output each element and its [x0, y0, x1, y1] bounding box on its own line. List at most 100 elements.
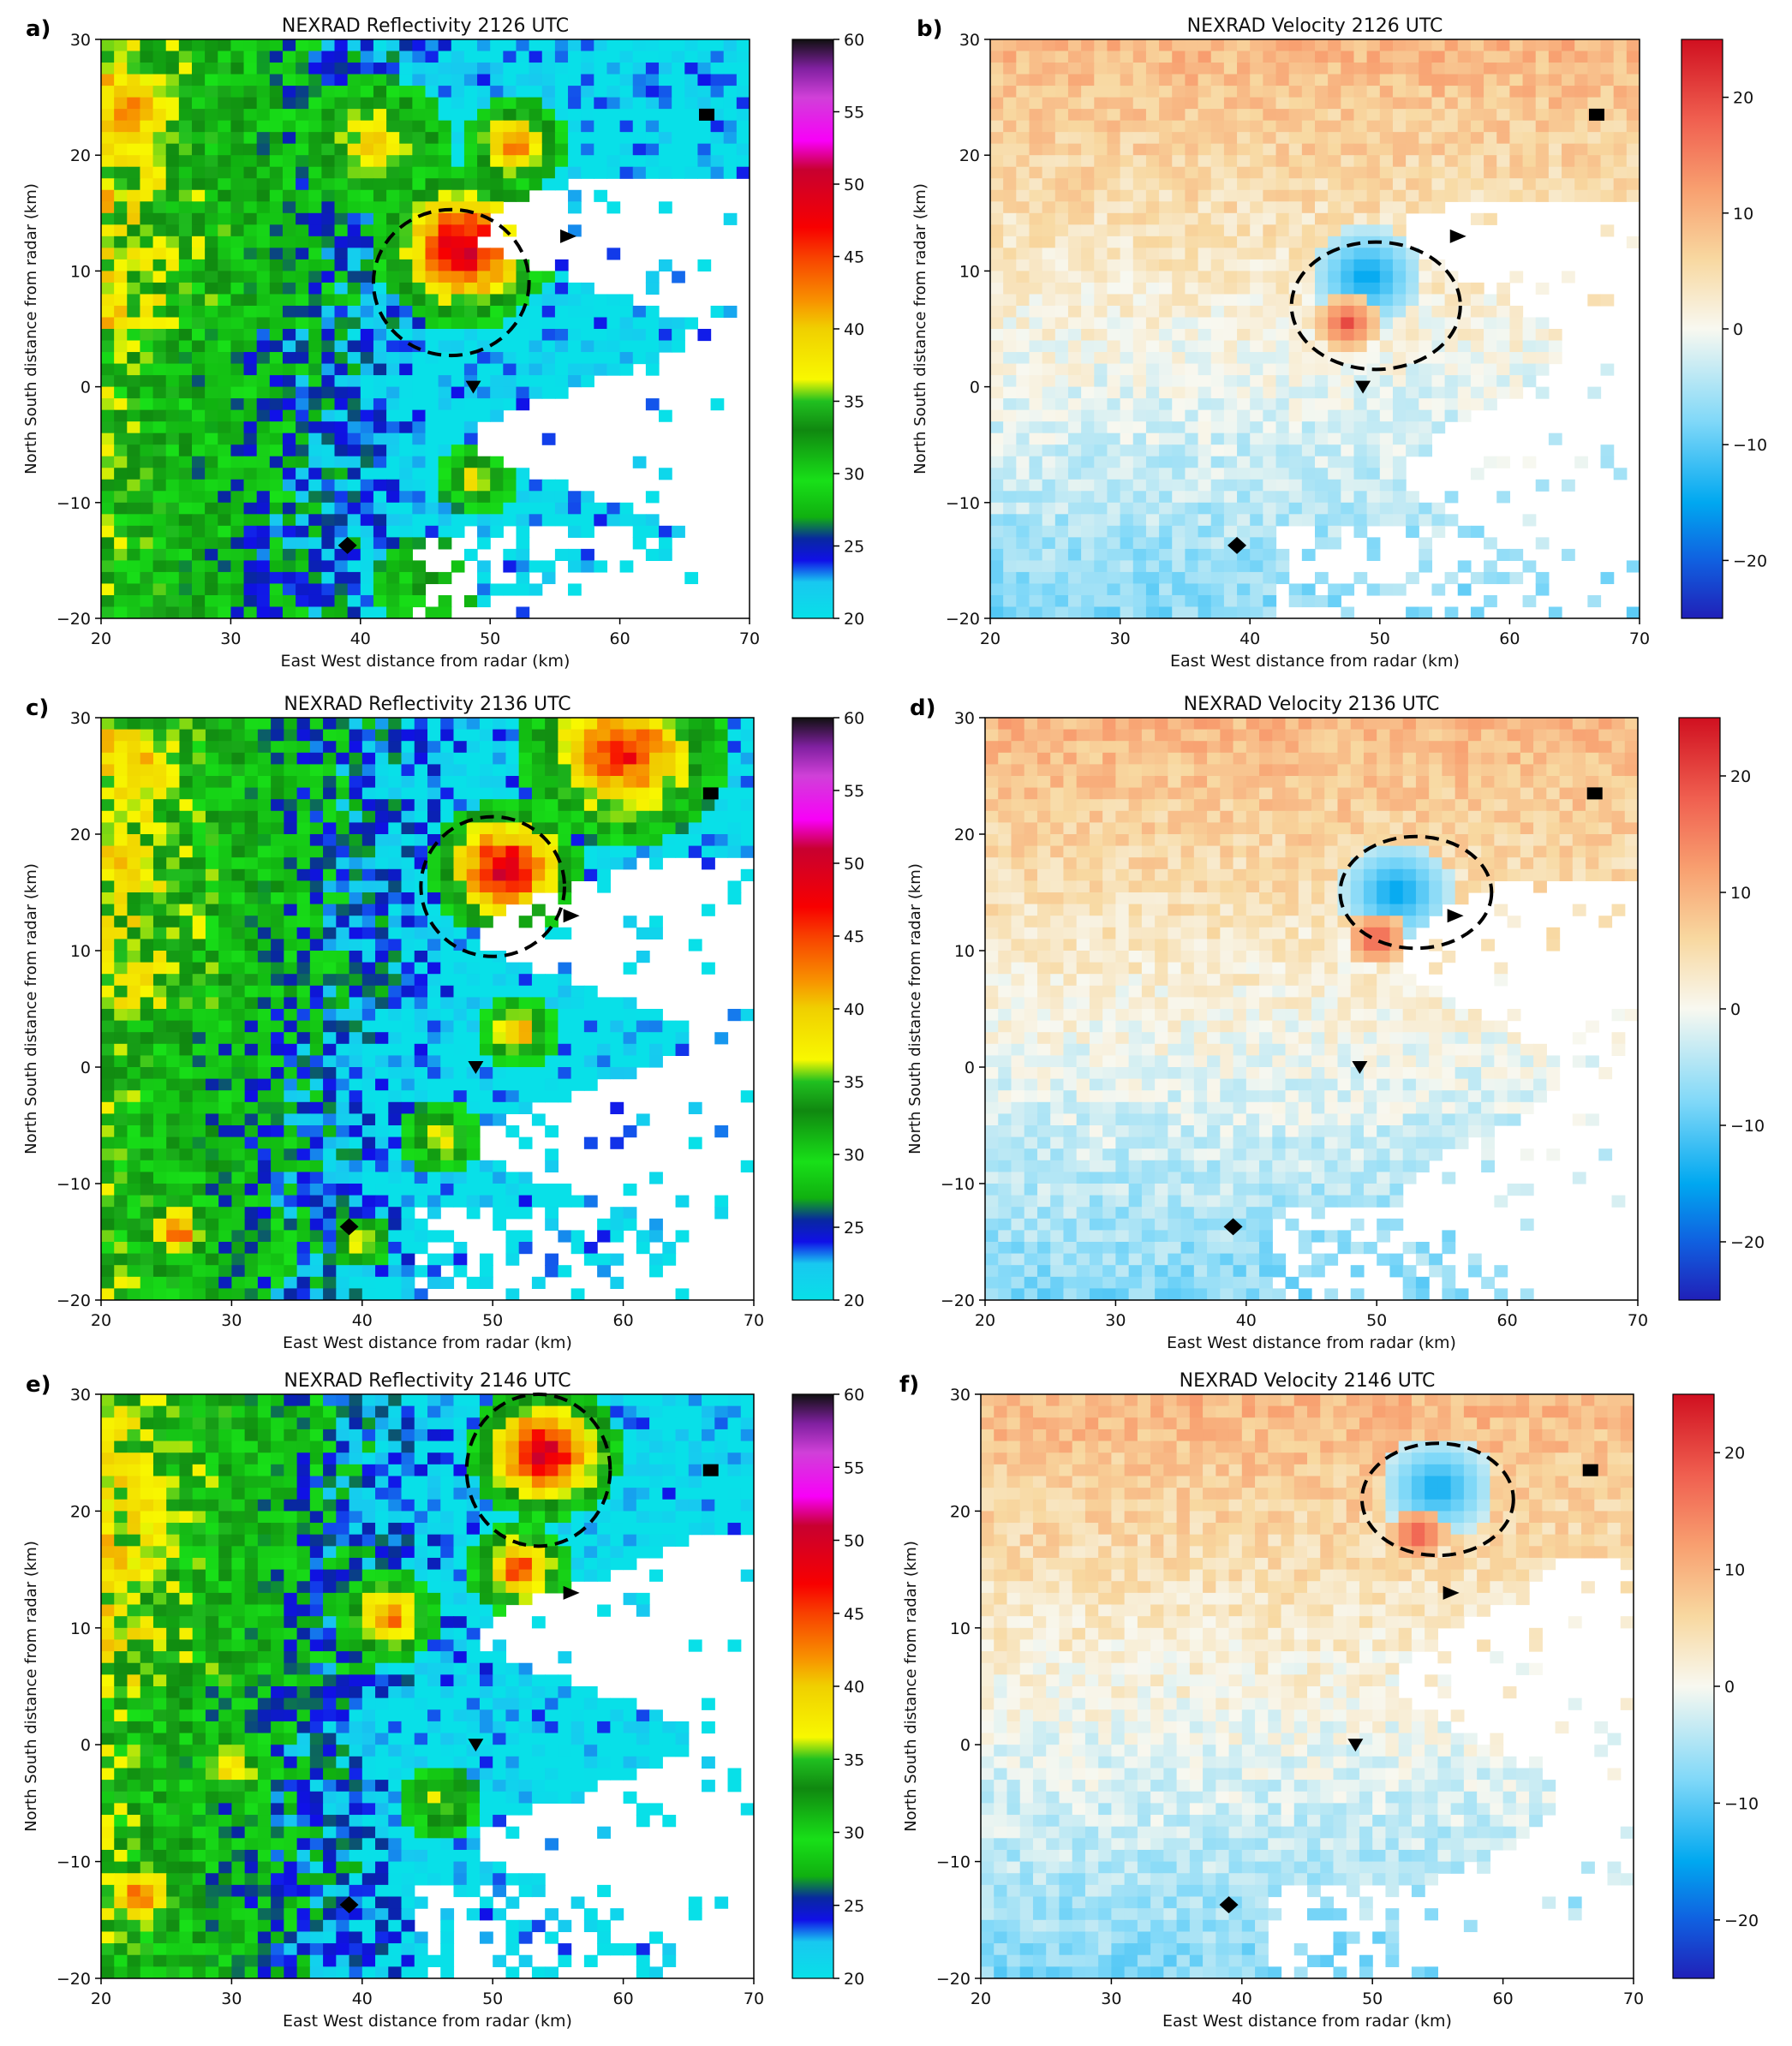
radar-cell: [518, 752, 533, 765]
radar-cell: [386, 432, 400, 445]
radar-cell: [1081, 502, 1095, 515]
radar-cell: [1315, 468, 1329, 480]
radar-cell: [101, 776, 115, 789]
radar-cell: [308, 86, 322, 98]
radar-cell: [1159, 294, 1173, 307]
radar-cell: [412, 594, 427, 608]
radar-cell: [662, 764, 677, 777]
radar-cell: [554, 363, 569, 376]
radar-cell: [218, 39, 231, 52]
radar-cell: [386, 329, 400, 342]
radar-cell: [1237, 271, 1251, 283]
radar-cell: [1042, 282, 1056, 295]
radar-cell: [597, 857, 611, 870]
radar-cell: [727, 892, 742, 905]
radar-cell: [477, 248, 491, 260]
radar-cell: [1431, 143, 1446, 156]
radar-cell: [727, 764, 742, 777]
radar-cell: [1132, 120, 1147, 133]
radar-cell: [1159, 317, 1173, 330]
radar-cell: [178, 456, 193, 468]
radar-cell: [269, 386, 284, 399]
radar-cell: [296, 444, 309, 457]
radar-cell: [282, 155, 296, 168]
radar-cell: [1132, 537, 1147, 550]
radar-cell: [205, 776, 219, 789]
radar-cell: [427, 729, 441, 742]
radar-cell: [271, 916, 284, 928]
radar-cell: [1406, 340, 1419, 353]
radar-cell: [140, 479, 154, 492]
radar-cell: [192, 939, 206, 951]
radar-cell: [702, 904, 715, 916]
radar-cell: [518, 729, 533, 742]
radar-cell: [619, 120, 634, 133]
radar-cell: [336, 974, 350, 987]
radar-cell: [645, 317, 660, 330]
radar-cell: [736, 166, 750, 179]
radar-cell: [659, 155, 672, 168]
radar-cell: [649, 810, 663, 823]
y-axis-label: North South distance from radar (km): [911, 183, 929, 474]
radar-cell: [296, 155, 309, 168]
radar-cell: [477, 305, 491, 319]
radar-cell: [1328, 537, 1341, 550]
radar-cell: [1431, 398, 1446, 411]
radar-cell: [645, 491, 660, 504]
radar-cell: [1366, 155, 1381, 168]
radar-cell: [308, 571, 322, 585]
radar-cell: [399, 39, 413, 52]
radar-cell: [375, 718, 389, 731]
radar-cell: [412, 224, 427, 237]
radar-cell: [505, 799, 520, 812]
radar-cell: [308, 525, 322, 538]
radar-cell: [1185, 525, 1199, 538]
radar-cell: [1107, 201, 1121, 214]
radar-cell: [1185, 294, 1199, 307]
radar-cell: [1509, 189, 1524, 202]
radar-cell: [463, 421, 478, 434]
radar-cell: [1470, 282, 1484, 295]
radar-cell: [1626, 606, 1640, 618]
radar-cell: [490, 282, 504, 295]
radar-cell: [558, 752, 572, 765]
radar-cell: [1406, 189, 1419, 202]
radar-cell: [114, 776, 128, 789]
radar-cell: [271, 752, 284, 765]
radar-cell: [205, 491, 218, 504]
radar-cell: [606, 340, 621, 353]
radar-cell: [1353, 143, 1368, 156]
radar-cell: [1132, 352, 1147, 365]
radar-cell: [740, 822, 754, 835]
radar-cell: [218, 236, 231, 248]
radar-cell: [1107, 189, 1121, 202]
radar-cell: [425, 201, 439, 214]
radar-cell: [321, 224, 336, 237]
radar-cell: [399, 491, 413, 504]
radar-cell: [1132, 259, 1147, 271]
radar-cell: [990, 491, 1004, 504]
radar-cell: [697, 74, 712, 86]
radar-cell: [152, 317, 167, 330]
radar-cell: [1522, 109, 1537, 122]
radar-cell: [1250, 248, 1263, 260]
radar-cell: [1328, 502, 1341, 515]
radar-cell: [412, 178, 427, 191]
radar-cell: [191, 398, 206, 411]
radar-cell: [1198, 514, 1212, 527]
radar-cell: [1094, 525, 1108, 538]
radar-cell: [463, 329, 478, 342]
radar-cell: [477, 594, 491, 608]
radar-cell: [1548, 155, 1562, 168]
radar-cell: [230, 86, 245, 98]
radar-cell: [740, 741, 754, 754]
radar-cell: [493, 962, 507, 975]
radar-cell: [425, 51, 439, 63]
radar-cell: [269, 548, 284, 561]
radar-cell: [361, 904, 376, 916]
radar-cell: [1132, 212, 1147, 225]
radar-cell: [440, 764, 455, 777]
radar-cell: [349, 810, 363, 823]
radar-cell: [360, 178, 374, 191]
radar-cell: [1210, 305, 1225, 319]
